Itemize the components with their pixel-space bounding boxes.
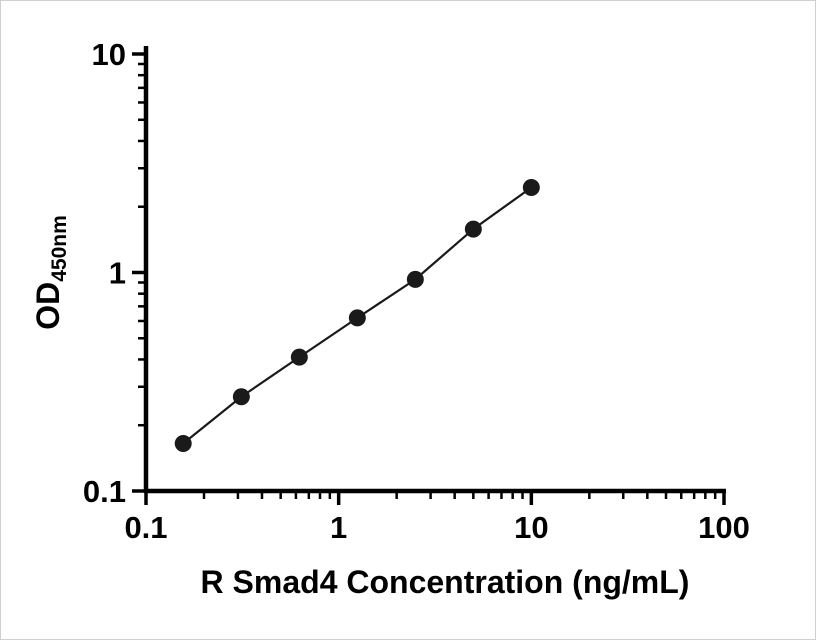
x-tick-label: 100: [698, 510, 750, 545]
x-axis-title: R Smad4 Concentration (ng/mL): [201, 564, 690, 600]
data-point: [522, 178, 540, 196]
y-tick-label: 10: [92, 37, 126, 72]
y-tick-label: 1: [109, 256, 126, 291]
x-tick-label: 1: [330, 510, 347, 545]
data-point: [232, 388, 250, 406]
y-axis-title: OD450nm: [30, 215, 71, 330]
data-point: [464, 220, 482, 238]
data-point: [290, 348, 308, 366]
data-point: [348, 309, 366, 327]
y-tick-label: 0.1: [83, 474, 126, 509]
data-point: [174, 434, 192, 452]
data-point: [406, 270, 424, 288]
x-tick-label: 10: [514, 510, 548, 545]
x-tick-label: 0.1: [124, 510, 167, 545]
